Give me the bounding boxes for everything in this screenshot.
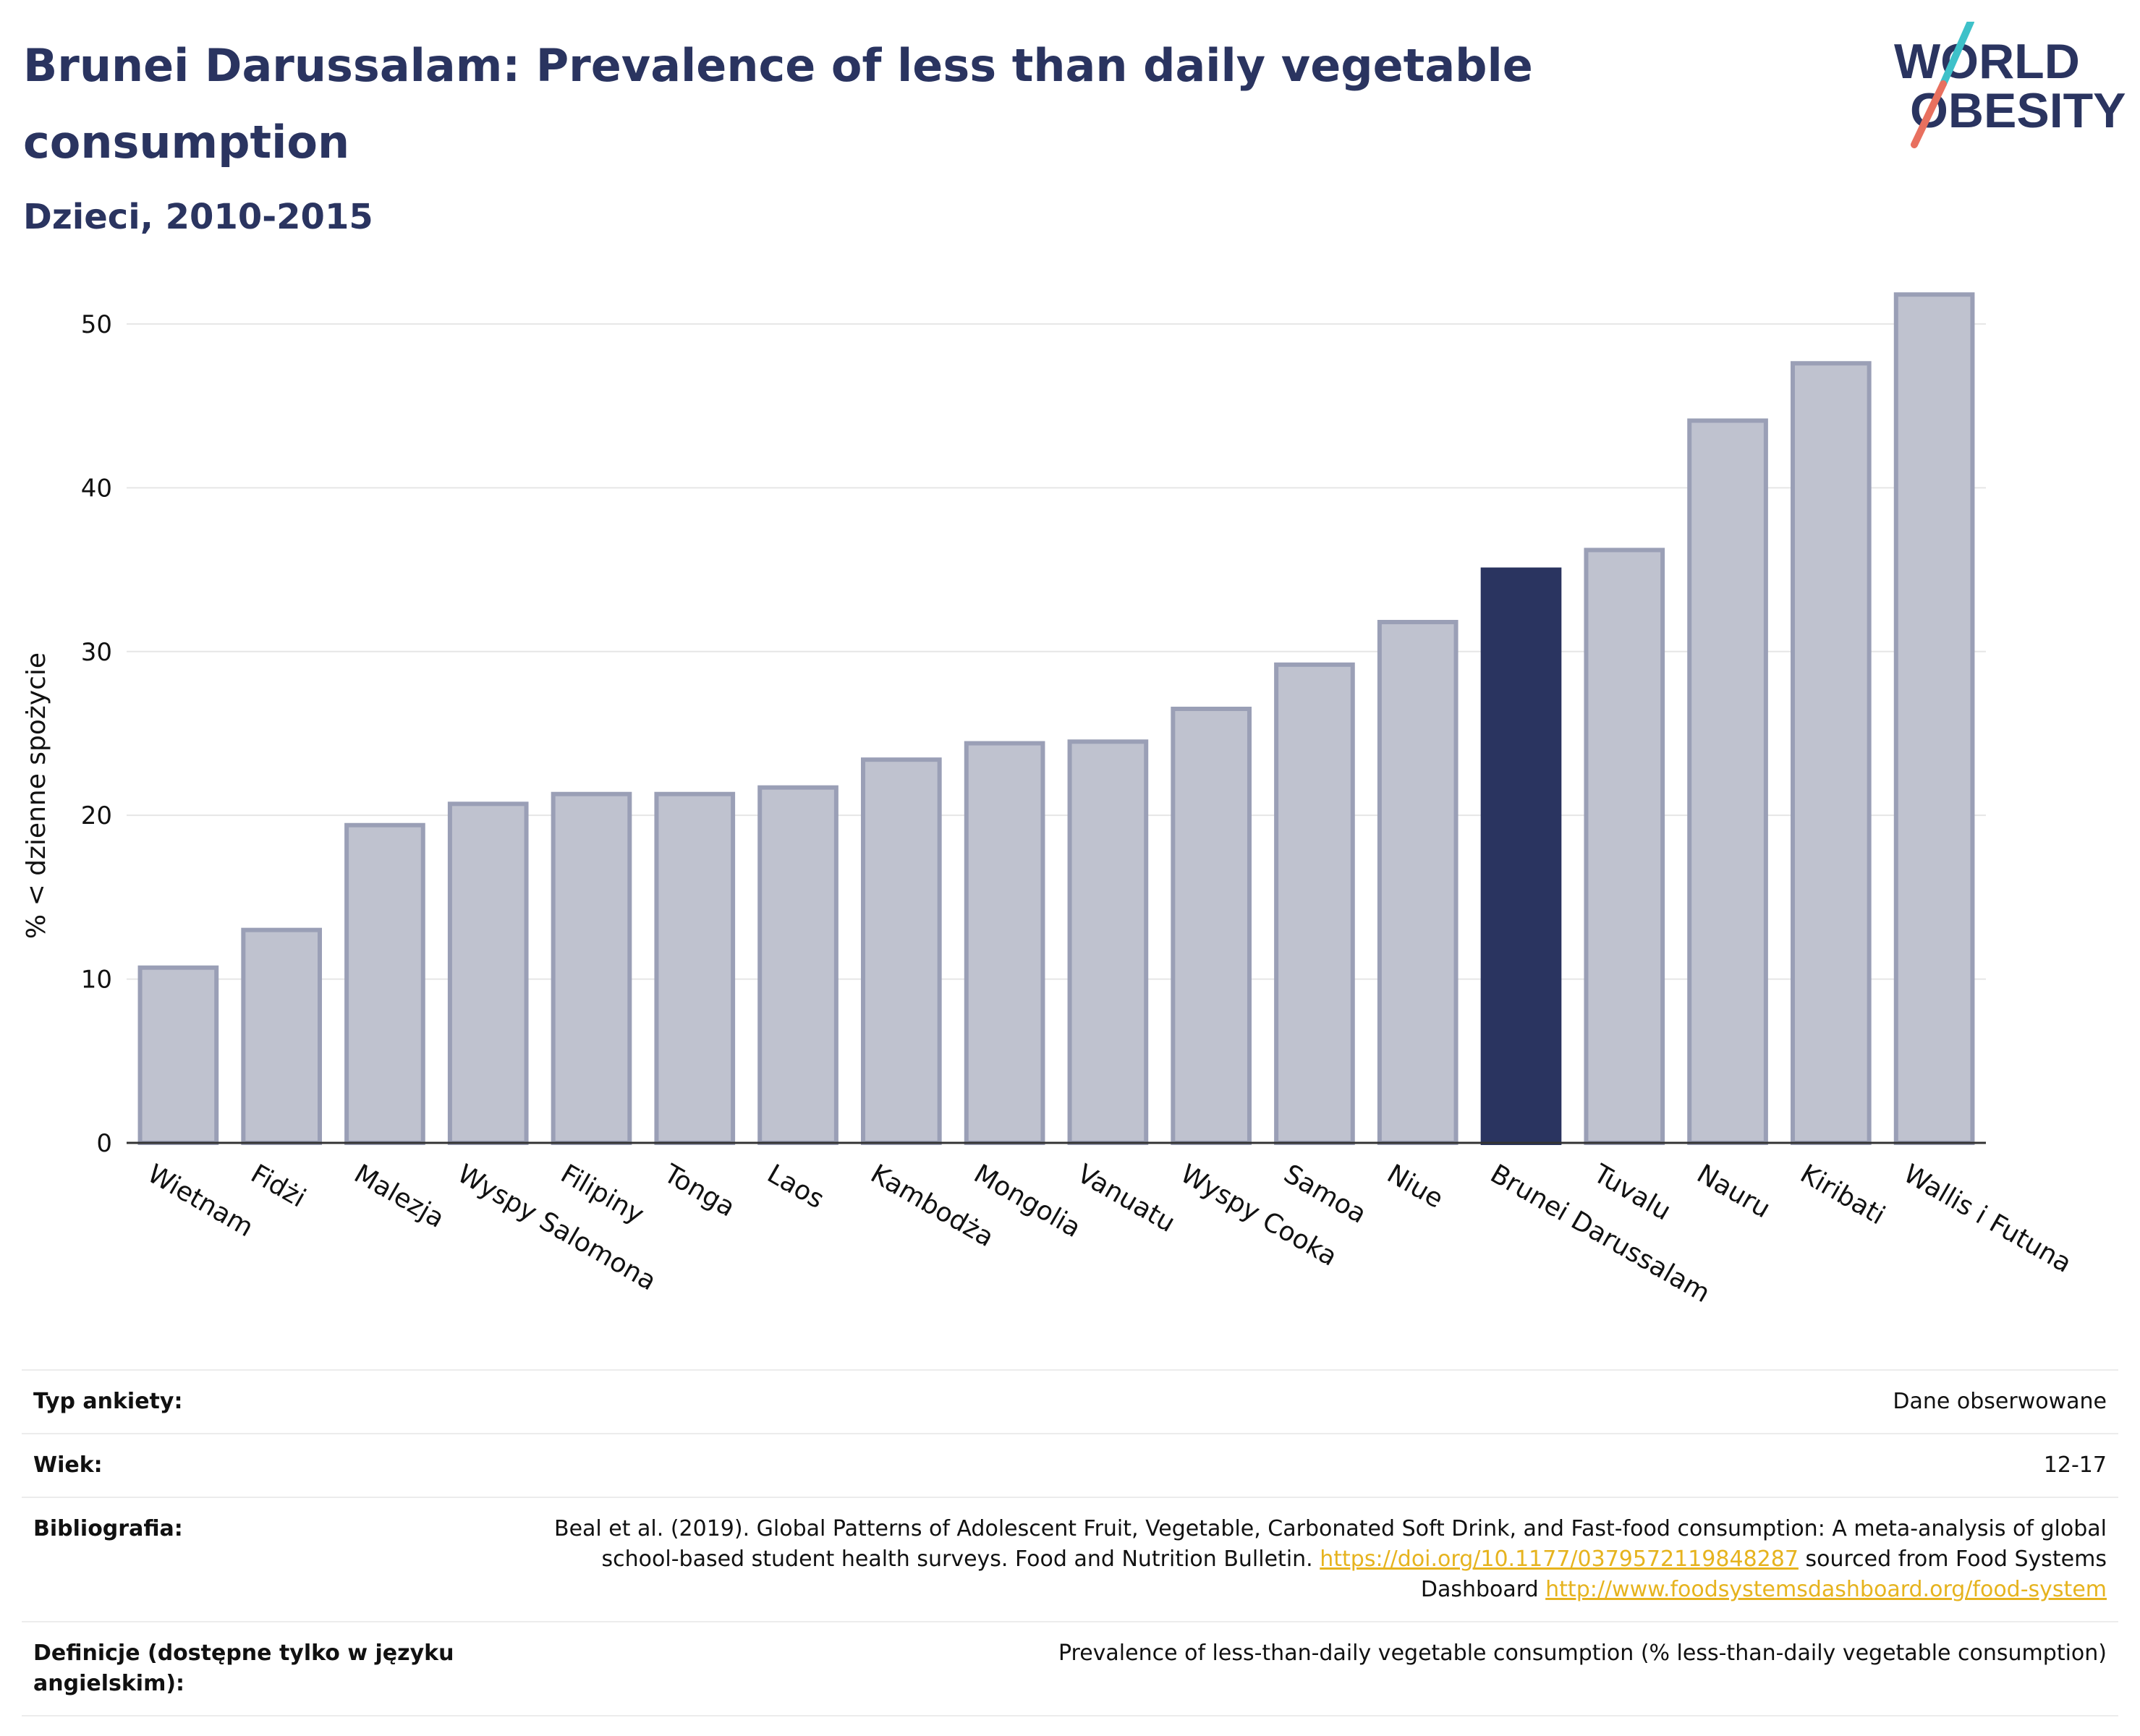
logo-slash-teal [1940, 22, 1974, 88]
y-tick-label: 30 [81, 638, 112, 667]
info-table: Typ ankiety: Dane obserwowane Wiek: 12-1… [22, 1369, 2118, 1716]
y-tick-label: 40 [81, 474, 112, 503]
y-tick-label: 0 [96, 1129, 112, 1158]
age-value: 12-17 [508, 1433, 2118, 1497]
x-tick-label: Niue [1382, 1159, 1448, 1214]
x-tick-label: Kiribati [1795, 1159, 1890, 1230]
x-tick-label: Tonga [658, 1159, 740, 1223]
logo-text-obesity: OBESITY [1910, 83, 2126, 138]
bar [1584, 548, 1665, 1145]
bar [964, 741, 1045, 1145]
bar [1687, 418, 1768, 1145]
bibliography-label: Bibliografia: [22, 1497, 508, 1622]
logo-text-world: WORLD [1894, 34, 2080, 89]
logo-slash-coral [1911, 80, 1947, 148]
info-row-age: Wiek: 12-17 [22, 1433, 2118, 1497]
y-axis-label: % < dzienne spożycie [22, 652, 51, 939]
survey-type-value: Dane obserwowane [508, 1369, 2118, 1434]
bar [447, 801, 529, 1145]
y-tick-label: 50 [81, 310, 112, 339]
survey-type-label: Typ ankiety: [22, 1369, 508, 1434]
bar [1480, 567, 1562, 1145]
bar [137, 965, 219, 1145]
y-tick-label: 10 [81, 966, 112, 995]
x-tick-label: Wallis i Futuna [1898, 1159, 2076, 1279]
bar [241, 927, 322, 1146]
x-tick-label: Vanuatu [1072, 1159, 1180, 1238]
info-row-survey: Typ ankiety: Dane obserwowane [22, 1369, 2118, 1434]
chart-title: Brunei Darussalam: Prevalence of less th… [23, 39, 1533, 169]
bar [1274, 662, 1355, 1145]
x-tick-label: Wyspy Salomona [452, 1159, 661, 1296]
bar [1377, 620, 1458, 1145]
x-tick-label: Nauru [1692, 1159, 1775, 1224]
bibliography-value: Beal et al. (2019). Global Patterns of A… [508, 1497, 2118, 1622]
definition-value: Prevalence of less-than-daily vegetable … [508, 1621, 2118, 1716]
bars [137, 292, 1975, 1146]
bar [1067, 739, 1149, 1145]
world-obesity-logo: WORLD OBESITY [1894, 22, 2126, 148]
definition-label: Definicje (dostępne tylko w języku angie… [22, 1621, 508, 1716]
x-tick-label: Laos [763, 1159, 829, 1214]
info-row-bibliography: Bibliografia: Beal et al. (2019). Global… [22, 1497, 2118, 1622]
bar [654, 791, 736, 1145]
doi-link[interactable]: https://doi.org/10.1177/0379572119848287 [1320, 1546, 1799, 1572]
bar [1791, 361, 1872, 1145]
dashboard-link[interactable]: http://www.foodsystemsdashboard.org/food… [1545, 1577, 2107, 1602]
age-label: Wiek: [22, 1433, 508, 1497]
gridlines [127, 323, 1986, 980]
x-tick-label: Fidżi [246, 1159, 311, 1213]
bibliography-text: Beal et al. (2019). Global Patterns of A… [553, 1516, 2107, 1572]
bar [1171, 707, 1252, 1145]
x-tick-label: Tuvalu [1588, 1159, 1676, 1227]
bibliography-source-text: sourced from Food Systems Dashboard [1420, 1546, 2107, 1602]
bar [551, 791, 632, 1145]
bar [861, 757, 942, 1145]
y-tick-label: 20 [81, 801, 112, 830]
x-tick-label: Malezja [349, 1159, 449, 1234]
chart-subtitle: Dzieci, 2010-2015 [23, 197, 373, 237]
x-tick-label: Wietnam [143, 1159, 258, 1243]
bar [344, 822, 425, 1145]
info-row-definition: Definicje (dostępne tylko w języku angie… [22, 1621, 2118, 1716]
bar [757, 785, 838, 1145]
bar [1893, 292, 1975, 1146]
